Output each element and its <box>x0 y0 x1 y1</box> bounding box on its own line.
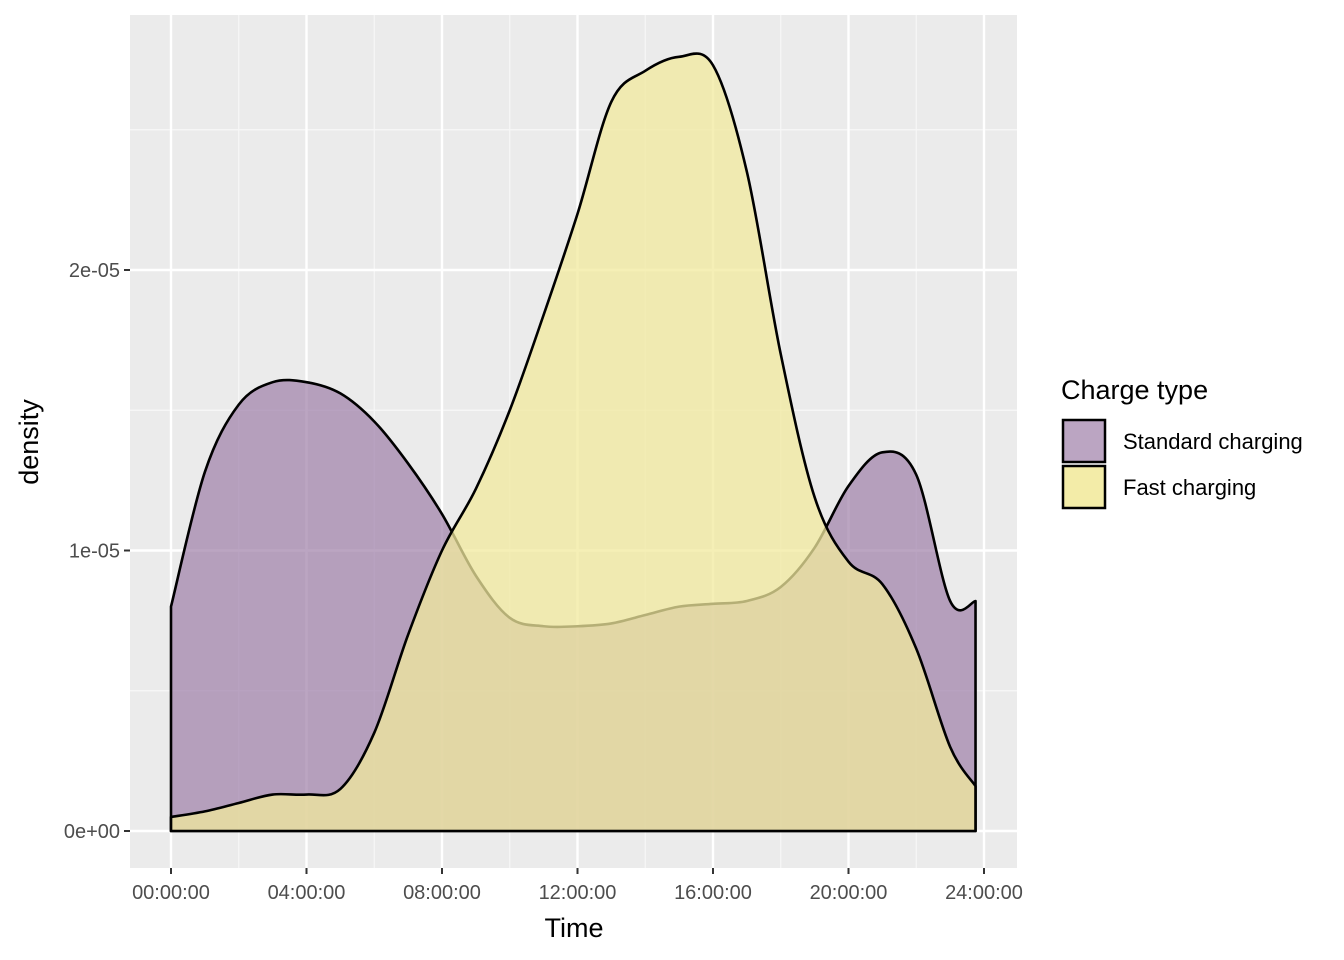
legend-key-fast-charging <box>1061 464 1107 510</box>
density-series <box>169 52 977 833</box>
y-tick-label: 1e-05 <box>69 541 120 563</box>
y-axis-title: density <box>14 399 44 485</box>
x-tick-label: 08:00:00 <box>403 882 481 904</box>
y-tick-label: 2e-05 <box>69 260 120 282</box>
x-axis: 00:00:00 04:00:00 08:00:00 12:00:00 16:00:00… <box>132 868 1023 904</box>
legend-label-fast-charging: Fast charging <box>1123 475 1256 500</box>
y-axis: 0e+00 1e-05 2e-05 <box>64 260 130 843</box>
x-tick-label: 20:00:00 <box>810 882 888 904</box>
x-tick-label: 16:00:00 <box>674 882 752 904</box>
x-tick-label: 12:00:00 <box>539 882 617 904</box>
legend-label-standard-charging: Standard charging <box>1123 429 1303 454</box>
legend-key-standard-charging <box>1061 418 1107 464</box>
legend: Charge type Standard charging Fast charg… <box>1061 375 1303 510</box>
y-tick-label: 0e+00 <box>64 821 120 843</box>
x-tick-label: 00:00:00 <box>132 882 210 904</box>
x-axis-title: Time <box>545 913 604 943</box>
density-area-fast-charging <box>169 52 977 833</box>
x-tick-label: 04:00:00 <box>268 882 346 904</box>
legend-title: Charge type <box>1061 375 1208 405</box>
x-tick-label: 24:00:00 <box>945 882 1023 904</box>
